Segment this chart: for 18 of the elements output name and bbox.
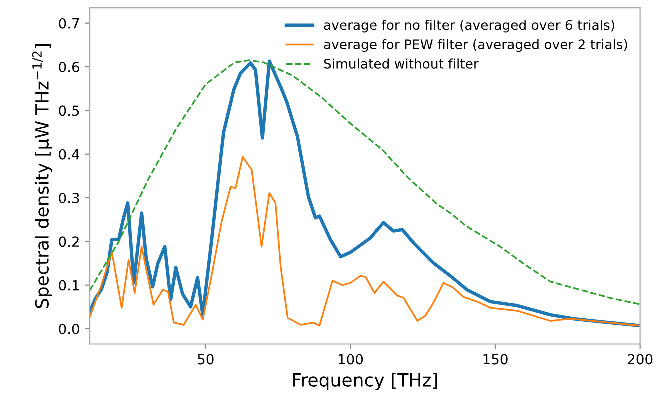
y-axis-title: Spectral density [μW THz$^{−1/2}$] <box>32 44 53 308</box>
legend-label: Simulated without filter <box>324 58 479 69</box>
x-tick-label: 100 <box>338 354 364 365</box>
y-tick-label: 0.1 <box>59 280 80 291</box>
legend-label: average for PEW filter (averaged over 2 trials) <box>324 39 628 52</box>
x-tick-label: 150 <box>484 354 508 365</box>
legend-label: average for no filter (averaged over 6 trials) <box>324 20 614 33</box>
y-tick-label: 0.0 <box>59 324 80 334</box>
line-series <box>90 156 640 327</box>
y-tick-label: 0.3 <box>59 192 80 204</box>
y-tick-label: 0.7 <box>59 18 80 29</box>
y-tick-label: 0.6 <box>59 62 80 73</box>
y-tick-label: 0.5 <box>59 106 80 116</box>
y-tick-label: 0.4 <box>59 149 80 160</box>
x-tick-label: 200 <box>628 354 653 365</box>
x-tick-label: 50 <box>198 354 214 365</box>
y-tick-label: 0.2 <box>59 236 79 248</box>
x-axis-title: Frequency [THz] <box>293 372 438 390</box>
